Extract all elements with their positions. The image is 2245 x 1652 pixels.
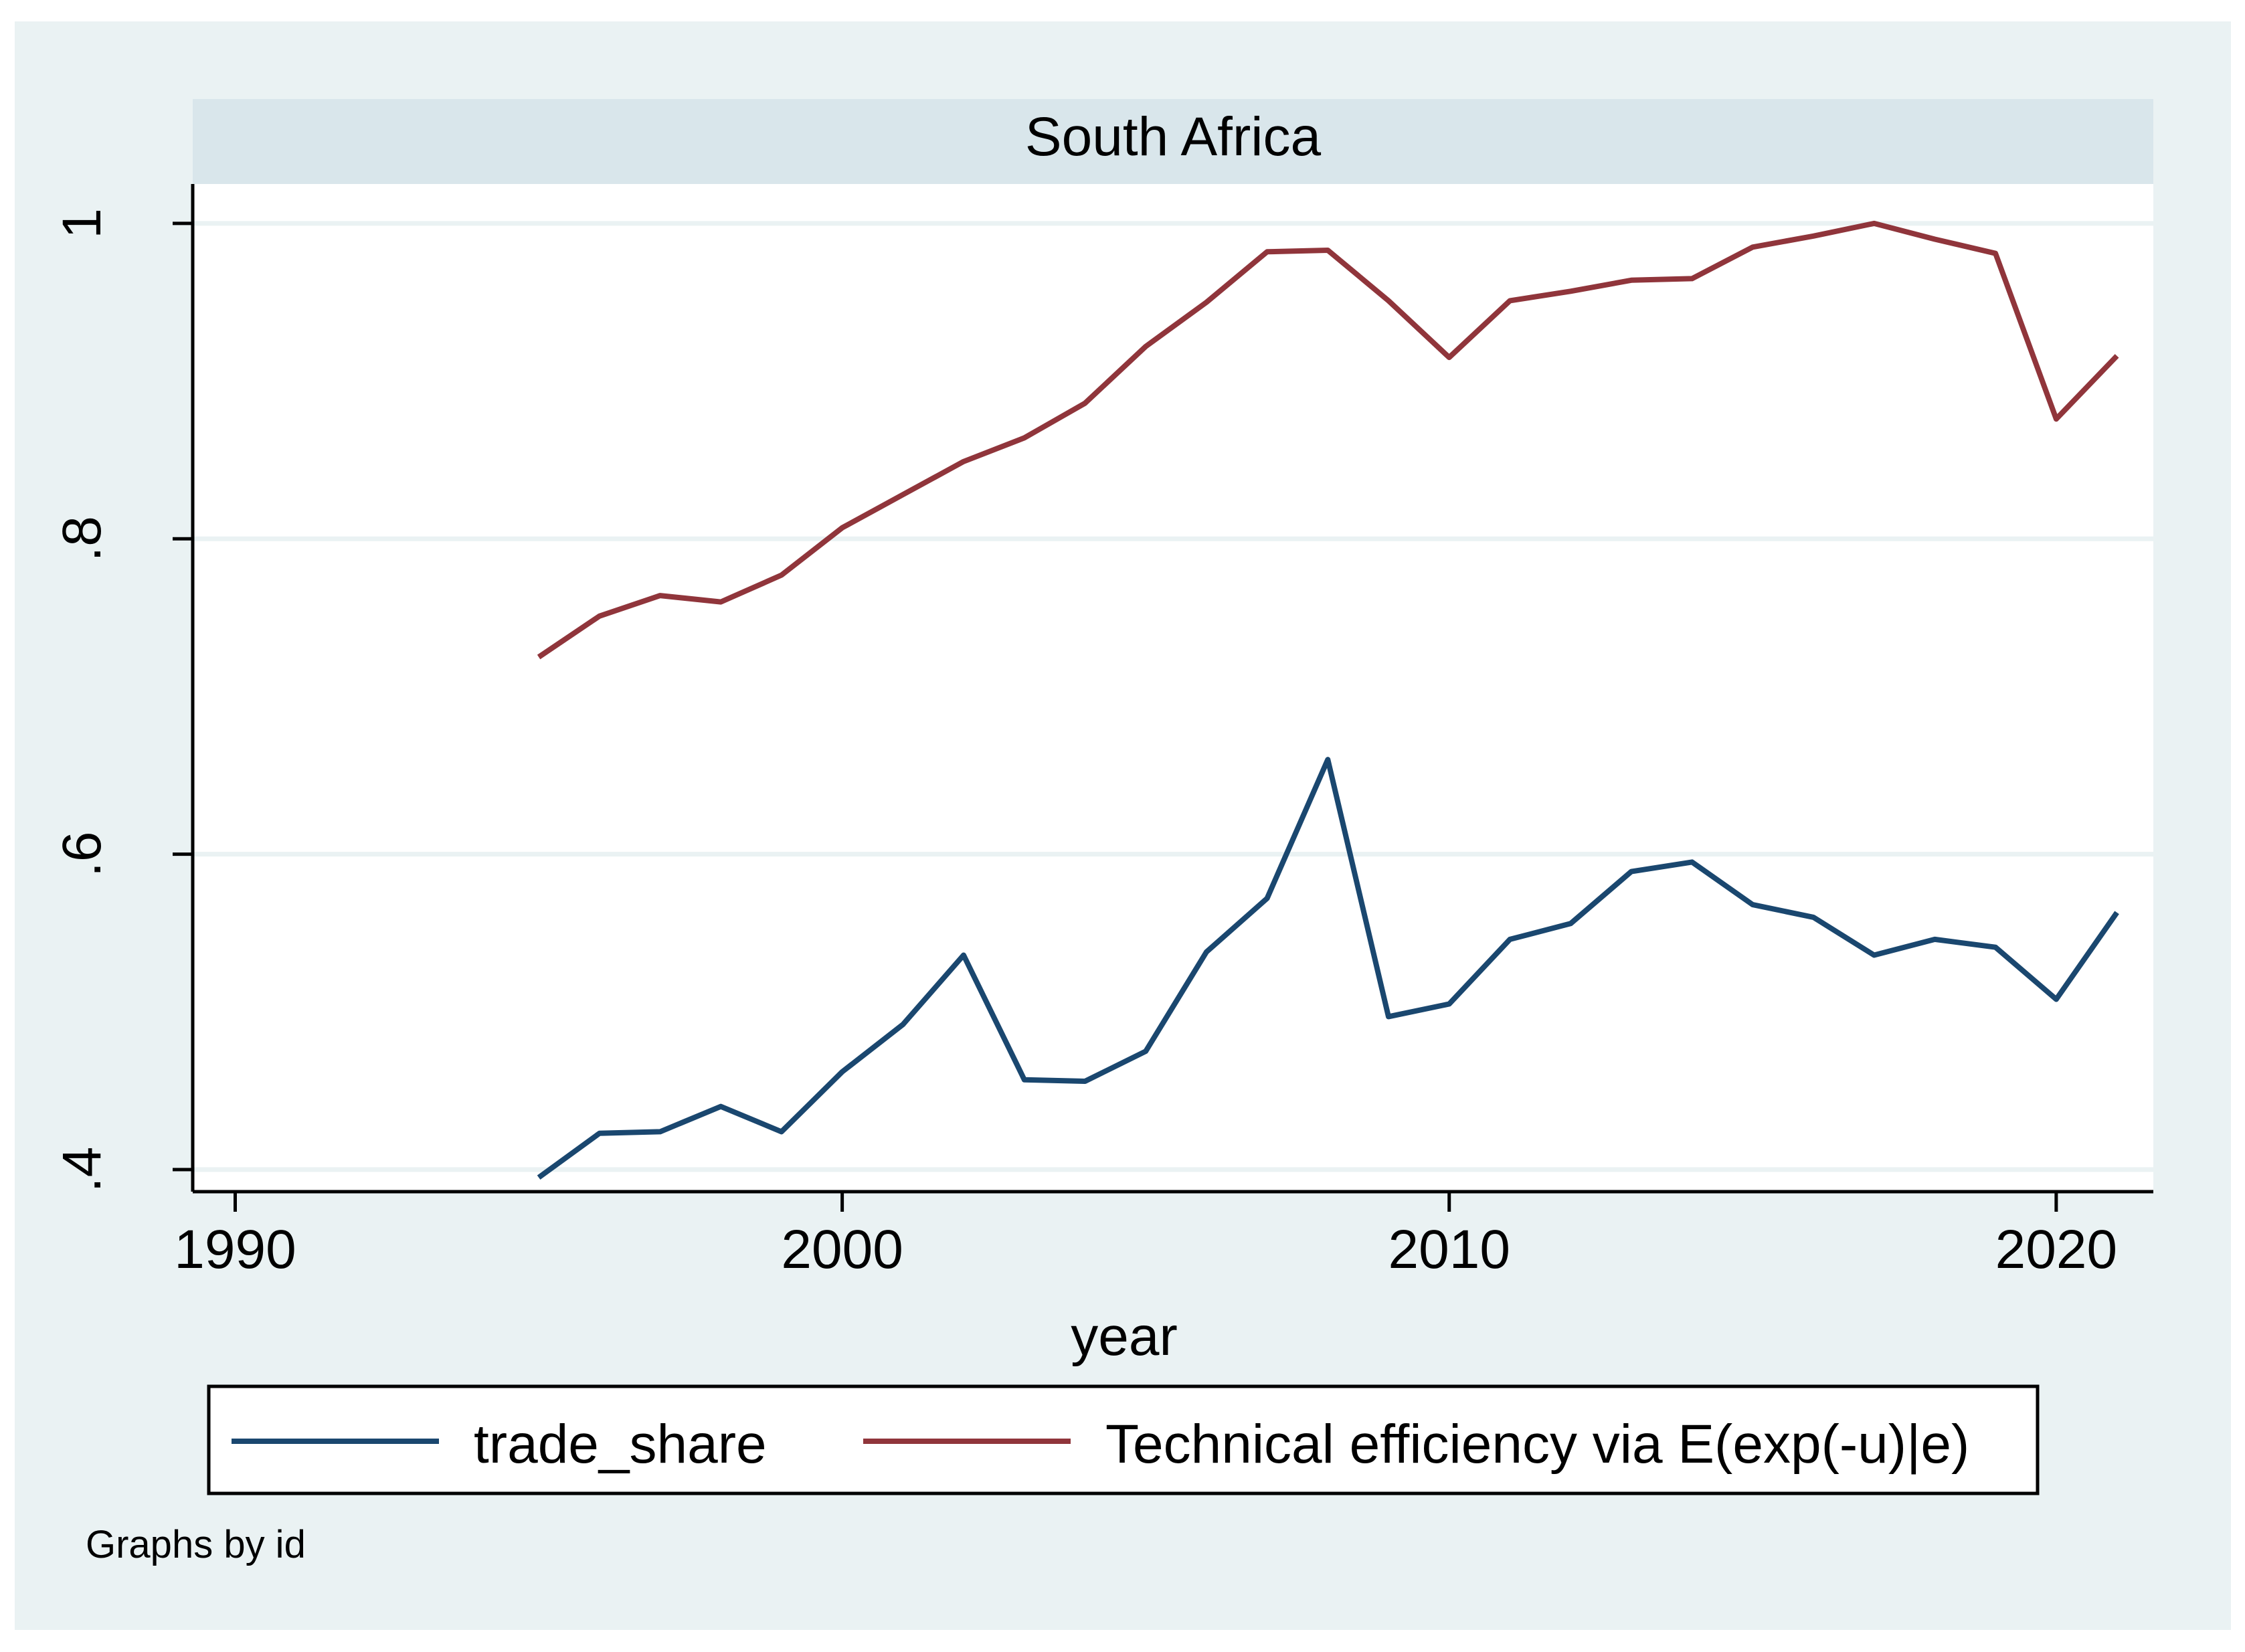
x-tick-label: 2000 <box>781 1219 903 1280</box>
plot-region <box>193 184 2153 1192</box>
series-line-technical-efficiency <box>537 220 2119 660</box>
x-tick-label: 2020 <box>1995 1219 2117 1280</box>
legend-label-technical-efficiency: Technical efficiency via E(exp(-u)|e) <box>1105 1414 1969 1475</box>
panel-title: South Africa <box>1025 106 1322 167</box>
y-tick-label: 1 <box>52 208 112 239</box>
x-axis-ticks: 1990 2000 2010 2020 <box>174 1192 2117 1280</box>
x-tick-label: 2010 <box>1388 1219 1510 1280</box>
y-tick-label: .6 <box>52 831 112 877</box>
gridlines <box>193 221 2153 1172</box>
legend-box <box>207 1384 2040 1495</box>
panel-title-bar <box>193 99 2153 184</box>
series-lines <box>537 220 2119 1180</box>
legend: trade_share Technical efficiency via E(e… <box>207 1384 2040 1495</box>
legend-label-trade-share: trade_share <box>474 1414 767 1475</box>
x-tick-label: 1990 <box>174 1219 296 1280</box>
y-axis-ticks: .4 .6 .8 1 <box>52 208 193 1192</box>
x-axis-title: year <box>1071 1306 1178 1367</box>
series-line-trade-share <box>537 757 2119 1180</box>
y-tick-label: .8 <box>52 516 112 561</box>
y-tick-label: .4 <box>52 1147 112 1192</box>
note-graphs-by: Graphs by id <box>86 1523 306 1566</box>
